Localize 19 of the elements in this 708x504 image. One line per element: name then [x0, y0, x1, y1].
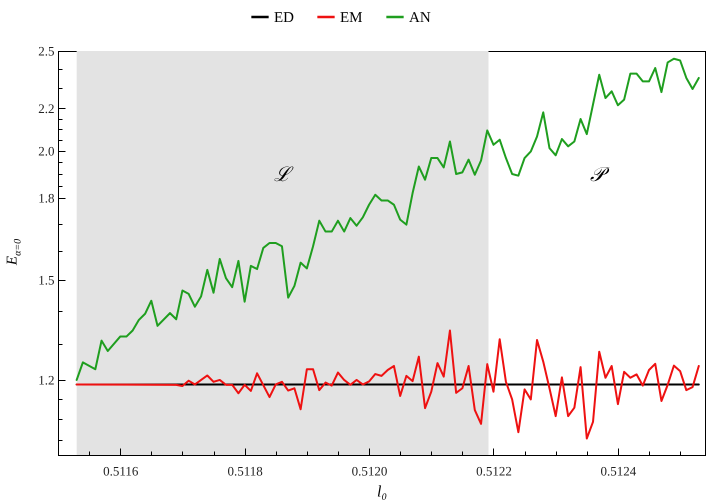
x-tick-label: 0.5120: [352, 464, 388, 478]
annotation: 𝒫: [590, 164, 610, 186]
y-tick-label: 2.5: [38, 44, 54, 58]
x-tick-label: 0.5118: [227, 464, 263, 478]
legend-label: AN: [409, 10, 431, 26]
x-axis-title: l₀: [376, 484, 388, 500]
y-tick-label: 1.8: [38, 190, 54, 206]
line-series: [76, 58, 700, 381]
y-tick-label: 2.2: [38, 100, 54, 116]
line-series: [76, 330, 700, 440]
legend-label: ED: [274, 10, 294, 26]
band-label: ℒ: [274, 164, 294, 186]
x-tick-label: 0.5116: [103, 464, 139, 478]
legend-label: EM: [340, 10, 362, 26]
x-tick-label: 0.5122: [476, 464, 512, 478]
y-tick-label: 1.5: [38, 272, 54, 288]
x-tick-label: 0.5124: [600, 464, 637, 478]
y-tick-label: 1.2: [38, 372, 54, 388]
y-tick-label: 2.0: [38, 144, 54, 159]
